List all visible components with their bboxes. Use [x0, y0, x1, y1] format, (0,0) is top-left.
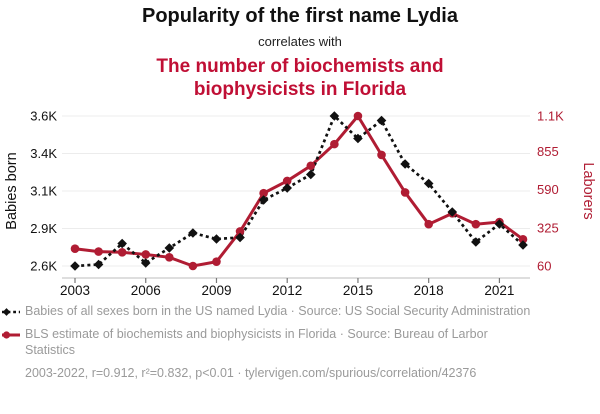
- data-point-fl-biochemists: [518, 235, 528, 244]
- right-axis-tick-label: 325: [537, 220, 559, 235]
- x-axis-tick-label: 2003: [60, 283, 90, 298]
- legend-item-babies: Babies of all sexes born in the US named…: [2, 303, 600, 320]
- left-axis-tick-label: 3.4K: [30, 146, 57, 161]
- data-point-fl-biochemists: [165, 253, 174, 262]
- legend-label-biochemists: BLS estimate of biochemists and biophysi…: [25, 326, 488, 358]
- data-point-fl-biochemists: [330, 139, 339, 149]
- x-axis-tick-label: 2018: [414, 283, 444, 298]
- right-axis-title: Laborers: [580, 162, 596, 219]
- data-point-fl-biochemists: [70, 244, 80, 253]
- footer-stats: 2003-2022, r=0.912, r²=0.832, p<0.01 · t…: [25, 365, 477, 380]
- data-point-fl-biochemists: [141, 250, 151, 259]
- data-point-lydia-babies: [305, 169, 316, 180]
- data-point-fl-biochemists: [306, 161, 316, 171]
- x-axis-tick-label: 2006: [131, 283, 161, 298]
- data-point-fl-biochemists: [259, 188, 268, 198]
- chart-plot-area: 2.6K 60 2.9K 325 3.1K 590 3.4K 855 3.6K 1.1K 2003 2…: [4, 109, 596, 299]
- data-point-lydia-babies: [235, 232, 245, 243]
- data-point-fl-biochemists: [188, 261, 198, 271]
- data-point-fl-biochemists: [94, 247, 103, 256]
- left-axis-title: Babies born: [4, 152, 20, 229]
- data-point-fl-biochemists: [471, 219, 481, 229]
- data-point-lydia-babies: [188, 228, 198, 238]
- data-point-lydia-babies: [70, 261, 80, 271]
- data-point-fl-biochemists: [377, 150, 386, 160]
- right-axis-tick-label: 60: [537, 259, 551, 274]
- legend: Babies of all sexes born in the US named…: [0, 303, 600, 359]
- data-point-fl-biochemists: [400, 188, 410, 197]
- data-point-fl-biochemists: [282, 176, 292, 186]
- right-axis-tick-label: 590: [537, 182, 559, 197]
- secondary-title: The number of biochemists and biophysici…: [156, 56, 444, 100]
- data-point-fl-biochemists: [424, 219, 433, 229]
- data-point-lydia-babies: [211, 234, 222, 244]
- legend-label-babies: Babies of all sexes born in the US named…: [25, 304, 531, 318]
- page-title: Popularity of the first name Lydia: [142, 5, 458, 27]
- circle-solid-marker-icon: [2, 330, 20, 339]
- legend-item-biochemists: BLS estimate of biochemists and biophysi…: [2, 326, 600, 359]
- correlates-with-subtitle: correlates with: [258, 34, 342, 49]
- chart-header: Popularity of the first name Lydia corre…: [0, 0, 600, 101]
- left-axis-tick-label: 2.9K: [30, 221, 57, 236]
- x-axis-tick-label: 2021: [484, 283, 514, 298]
- data-point-lydia-babies: [376, 115, 387, 126]
- data-point-fl-biochemists: [117, 247, 127, 257]
- data-point-fl-biochemists: [235, 227, 245, 236]
- x-axis-tick-label: 2015: [343, 283, 373, 298]
- diamond-dashed-marker-icon: [2, 308, 20, 316]
- data-point-fl-biochemists: [353, 111, 363, 121]
- data-point-lydia-babies: [117, 238, 127, 249]
- data-point-fl-biochemists: [212, 257, 221, 266]
- right-axis-tick-label: 1.1K: [537, 109, 564, 124]
- data-point-lydia-babies: [164, 243, 175, 253]
- left-axis-tick-label: 3.6K: [30, 109, 57, 124]
- right-axis-tick-label: 855: [537, 144, 559, 159]
- x-axis-tick-label: 2012: [272, 283, 302, 298]
- x-axis-tick-label: 2009: [201, 283, 231, 298]
- data-point-lydia-babies: [93, 259, 104, 270]
- left-axis-tick-label: 3.1K: [30, 184, 57, 199]
- series-line-lydia-babies: [74, 113, 524, 268]
- left-axis-tick-label: 2.6K: [30, 259, 57, 274]
